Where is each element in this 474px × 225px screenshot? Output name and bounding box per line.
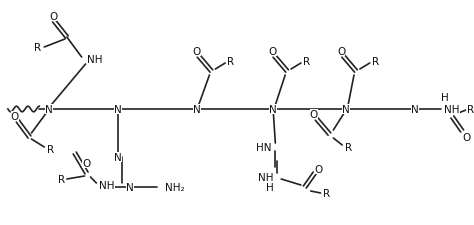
Text: NH: NH <box>87 55 102 65</box>
Text: R: R <box>34 43 41 53</box>
Text: HN: HN <box>256 142 272 152</box>
Text: H: H <box>441 93 448 103</box>
Text: NH: NH <box>100 180 115 190</box>
Text: N: N <box>126 182 134 192</box>
Text: R: R <box>322 188 329 198</box>
Text: O: O <box>337 47 346 57</box>
Text: R: R <box>58 174 65 184</box>
Text: R: R <box>467 105 474 115</box>
Text: O: O <box>314 164 323 174</box>
Text: R: R <box>372 57 379 67</box>
Text: O: O <box>310 110 318 119</box>
Text: N: N <box>114 152 122 162</box>
Text: NH₂: NH₂ <box>165 182 185 192</box>
Text: O: O <box>49 12 57 22</box>
Text: R: R <box>47 144 55 154</box>
Text: N: N <box>193 105 201 115</box>
Text: O: O <box>268 47 276 57</box>
Text: NH: NH <box>258 172 273 182</box>
Text: O: O <box>462 132 470 142</box>
Text: N: N <box>342 105 350 115</box>
Text: N: N <box>411 105 419 115</box>
Text: O: O <box>82 158 91 168</box>
Text: O: O <box>192 47 201 57</box>
Text: N: N <box>270 105 277 115</box>
Text: R: R <box>303 57 310 67</box>
Text: NH: NH <box>445 105 460 115</box>
Text: O: O <box>10 112 19 122</box>
Text: R: R <box>227 57 234 67</box>
Text: H: H <box>265 182 273 192</box>
Text: R: R <box>345 142 352 152</box>
Text: N: N <box>46 105 53 115</box>
Text: N: N <box>114 105 122 115</box>
